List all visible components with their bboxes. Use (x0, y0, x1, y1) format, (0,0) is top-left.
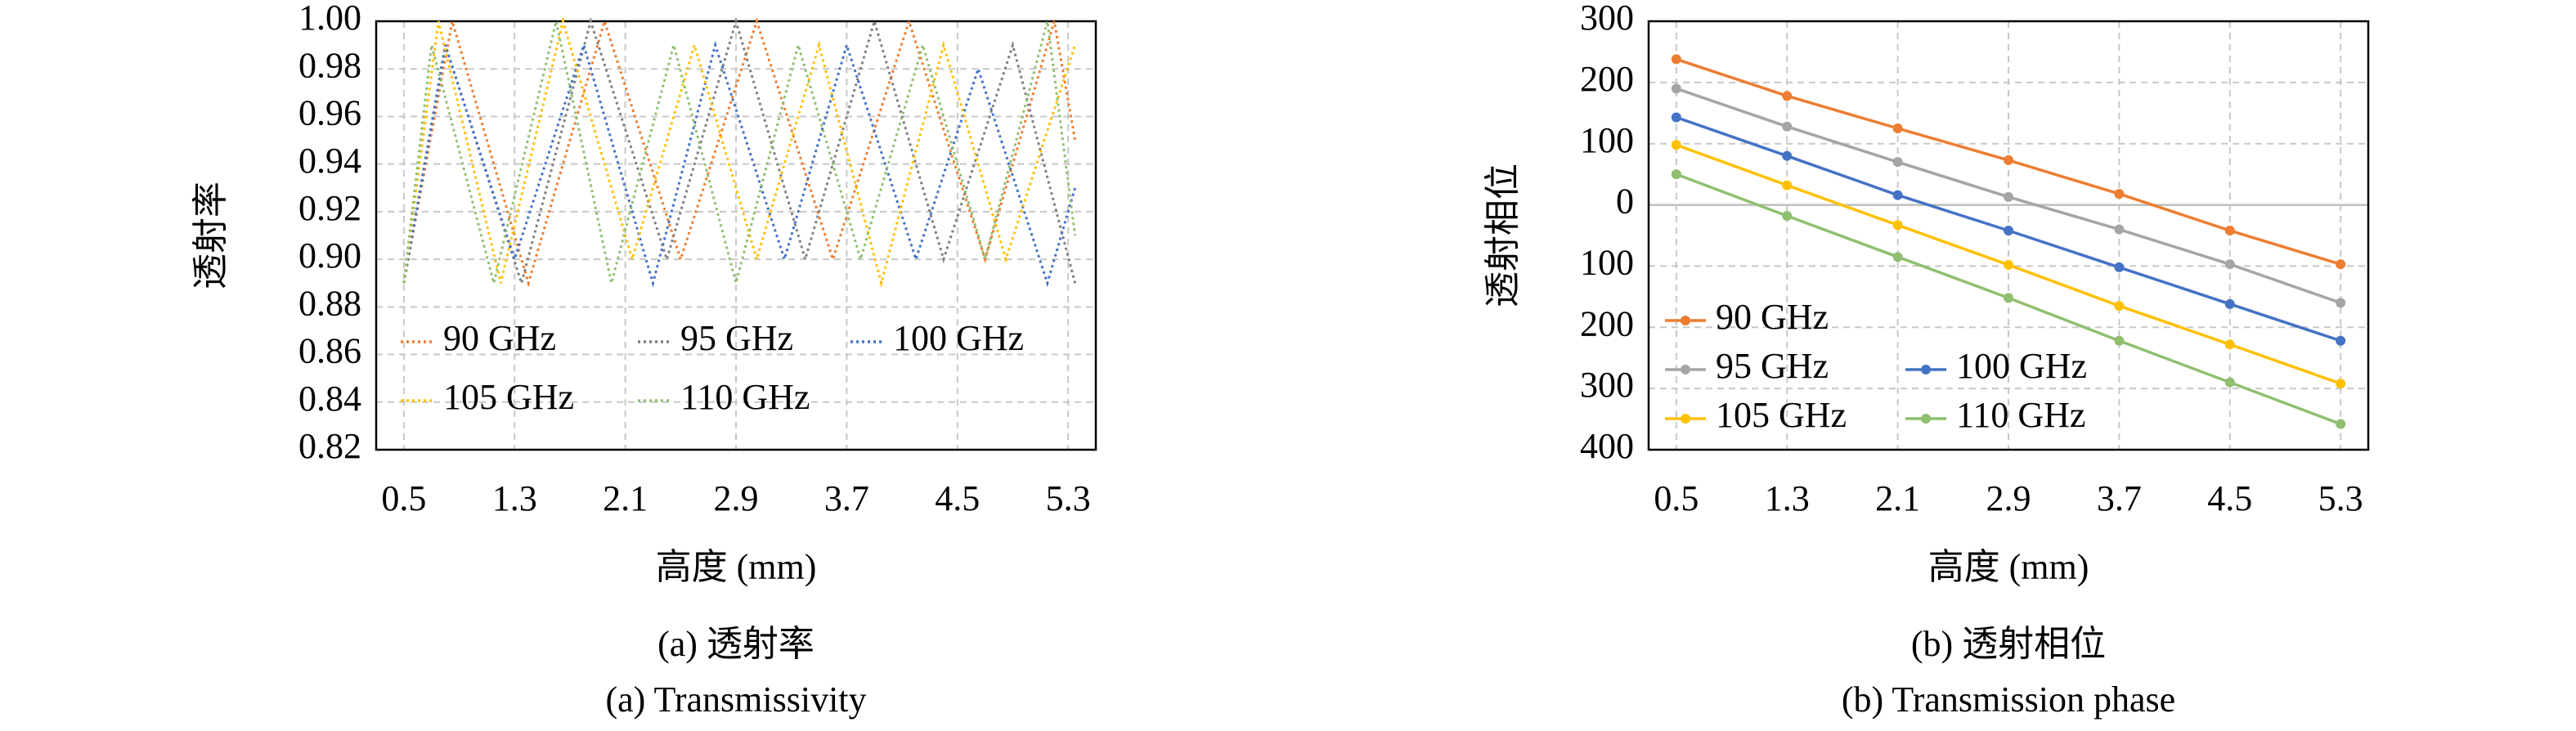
marker (1892, 123, 1903, 133)
series-line (402, 20, 1077, 289)
legend-label: 110 GHz (1956, 395, 2085, 435)
legend-label: 110 GHz (680, 377, 810, 417)
marker (2224, 259, 2235, 270)
marker (2004, 191, 2013, 202)
marker (2336, 379, 2346, 389)
y-tick-label: 100 (1580, 120, 1634, 160)
x-tick-label: 0.5 (381, 478, 426, 518)
legend-marker (1921, 414, 1931, 424)
marker (2114, 301, 2125, 312)
marker (2004, 155, 2013, 165)
marker (2114, 189, 2125, 200)
marker (2336, 335, 2346, 346)
x-axis-label: 高度 (mm) (656, 547, 817, 587)
plot-frame (1647, 20, 2370, 451)
y-tick-label: 0.90 (298, 235, 361, 276)
x-tick-label: 0.5 (1654, 478, 1699, 518)
x-tick-label: 5.3 (1046, 478, 1091, 518)
y-axis-label: 透射率 (191, 182, 231, 289)
marker (1782, 121, 1793, 132)
marker (1671, 140, 1681, 150)
marker (2114, 262, 2125, 272)
marker (1892, 220, 1903, 231)
x-tick-label: 5.3 (2318, 478, 2363, 518)
y-tick-label: 300 (1580, 365, 1634, 405)
marker (1671, 54, 1681, 65)
y-tick-label: 0.86 (298, 331, 361, 371)
y-tick-label: 0.88 (298, 283, 361, 323)
marker (2336, 259, 2346, 270)
x-axis-label: 高度 (mm) (1928, 547, 2089, 587)
y-tick-label: 0.94 (298, 141, 361, 181)
x-tick-label: 1.3 (1765, 478, 1810, 518)
y-axis-label: 透射相位 (1483, 164, 1523, 307)
marker (1892, 157, 1903, 168)
marker (1782, 180, 1793, 191)
legend-marker (1681, 365, 1690, 374)
y-tick-label: 100 (1580, 243, 1634, 283)
x-tick-label: 2.1 (1875, 478, 1920, 518)
legend-label: 95 GHz (680, 318, 793, 358)
marker (2336, 298, 2346, 308)
marker (1671, 169, 1681, 180)
marker (1782, 150, 1793, 161)
legend-label: 90 GHz (1716, 297, 1829, 337)
x-tick-label: 3.7 (824, 478, 869, 518)
y-tick-label: 0.96 (298, 93, 361, 133)
marker (2114, 335, 2125, 346)
marker (1671, 112, 1681, 123)
marker (2004, 293, 2013, 303)
marker (1892, 252, 1903, 262)
marker (2004, 226, 2013, 236)
legend-marker (1681, 316, 1690, 325)
marker (2336, 419, 2346, 429)
series-line (402, 16, 1077, 288)
y-tick-label: 0.82 (298, 426, 361, 466)
y-tick-label: 200 (1580, 59, 1634, 99)
caption-english: (b) Transmission phase (1842, 679, 2175, 720)
marker (2004, 259, 2013, 270)
y-tick-label: 200 (1580, 303, 1634, 343)
series-line (402, 16, 1077, 289)
y-tick-label: 1.00 (298, 0, 361, 38)
legend-label: 105 GHz (1716, 395, 1847, 435)
legend-label: 100 GHz (1956, 346, 2087, 386)
y-tick-label: 0 (1616, 182, 1634, 222)
marker (1782, 211, 1793, 222)
x-tick-label: 4.5 (935, 478, 980, 518)
series-line (402, 16, 1077, 288)
legend-label: 100 GHz (893, 318, 1024, 358)
x-tick-label: 2.9 (714, 478, 759, 518)
x-tick-label: 4.5 (2207, 478, 2252, 518)
x-tick-label: 3.7 (2097, 478, 2142, 518)
caption-english: (a) Transmissivity (605, 679, 866, 720)
marker (1782, 91, 1793, 101)
marker (2224, 226, 2235, 236)
marker (2224, 298, 2235, 309)
marker (1671, 83, 1681, 94)
legend-label: 105 GHz (443, 377, 574, 417)
y-tick-label: 0.84 (298, 379, 361, 419)
caption: (b) 透射相位 (1911, 624, 2106, 664)
y-tick-label: 0.98 (298, 45, 361, 85)
series-line (402, 40, 1077, 288)
legend-marker (1681, 414, 1690, 424)
legend-label: 95 GHz (1716, 346, 1829, 386)
x-tick-label: 1.3 (492, 478, 537, 518)
marker (1892, 190, 1903, 200)
caption: (a) 透射率 (657, 624, 815, 664)
y-tick-label: 0.92 (298, 188, 361, 228)
y-tick-label: 300 (1580, 0, 1634, 38)
marker (2114, 224, 2125, 235)
x-tick-label: 2.1 (603, 478, 648, 518)
marker (2224, 377, 2235, 388)
y-tick-label: 400 (1580, 426, 1634, 466)
marker (2224, 339, 2235, 350)
legend-marker (1921, 365, 1931, 374)
x-tick-label: 2.9 (1986, 478, 2031, 518)
legend-label: 90 GHz (443, 318, 556, 358)
